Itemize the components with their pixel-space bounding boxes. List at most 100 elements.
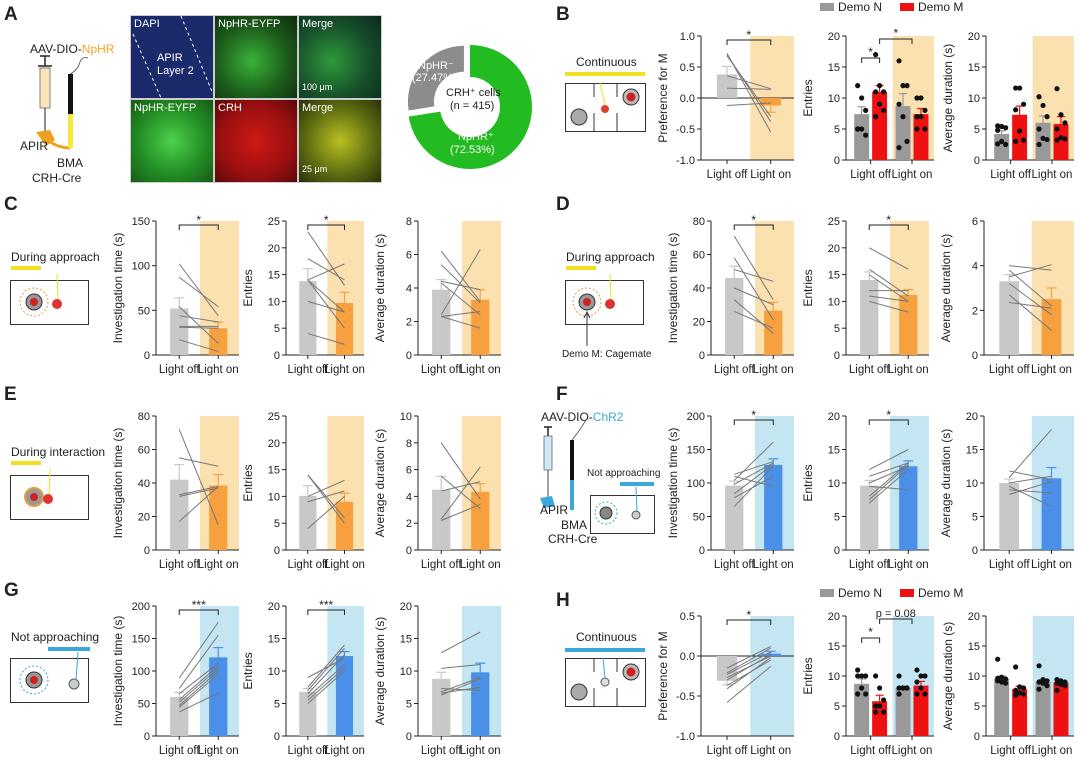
bar-demo-m bbox=[913, 114, 929, 160]
bar-light-off bbox=[299, 281, 317, 355]
data-point bbox=[896, 101, 902, 107]
y-tick-label: 20 bbox=[828, 31, 840, 43]
x-tick-label: Light on bbox=[750, 745, 791, 757]
individual-line bbox=[733, 299, 774, 334]
individual-line bbox=[179, 339, 219, 352]
data-point bbox=[1044, 678, 1050, 684]
data-point bbox=[1036, 663, 1042, 669]
x-tick-label: Light on bbox=[888, 364, 929, 376]
data-point bbox=[1040, 102, 1046, 109]
significance-bracket bbox=[733, 419, 774, 425]
chart-b-preference: Preference for M -1.0 -0.5 0.0 0.5 1.0 * Light … bbox=[656, 28, 794, 181]
individual-line bbox=[869, 462, 909, 477]
data-point bbox=[995, 141, 1001, 147]
individual-line bbox=[307, 667, 345, 701]
micrograph-label: Merge bbox=[302, 18, 334, 30]
y-tick-label: 0.0 bbox=[680, 93, 695, 105]
individual-line bbox=[726, 55, 772, 117]
data-point bbox=[863, 132, 869, 138]
individual-line bbox=[734, 310, 774, 329]
y-tick-label: 8 bbox=[406, 216, 412, 228]
y-tick-label: 5 bbox=[834, 701, 840, 713]
y-axis-label: Investigation time (s) bbox=[666, 428, 680, 539]
data-point bbox=[1058, 678, 1064, 684]
data-point bbox=[855, 126, 861, 132]
individual-line bbox=[440, 249, 481, 316]
y-tick-label: 150 bbox=[132, 216, 150, 228]
individual-line bbox=[1008, 283, 1052, 316]
y-tick-label: 20 bbox=[828, 411, 840, 423]
data-point bbox=[922, 673, 928, 679]
significance-marker: * bbox=[868, 45, 873, 59]
panel-label-f: F bbox=[556, 384, 568, 405]
significance-marker: * bbox=[886, 213, 891, 227]
legend-swatch-demo-m bbox=[900, 589, 914, 597]
y-tick-label: 2 bbox=[972, 305, 978, 317]
individual-line bbox=[307, 670, 345, 704]
x-tick-label: Light on bbox=[1031, 559, 1072, 571]
chart-c-investigation: Investigation time (s) 0 50 100 150 * Light of… bbox=[111, 213, 239, 376]
y-tick-label: 5 bbox=[834, 323, 840, 335]
y-tick-label: 0 bbox=[974, 155, 980, 167]
individual-line bbox=[178, 263, 219, 316]
y-axis-label: Entries bbox=[801, 269, 815, 306]
individual-line bbox=[726, 651, 771, 675]
y-tick-label: 0 bbox=[699, 350, 705, 362]
data-point bbox=[922, 126, 928, 132]
y-tick-label: -1.0 bbox=[676, 155, 695, 167]
data-point bbox=[855, 83, 861, 89]
y-tick-label: 0 bbox=[834, 545, 840, 557]
legend-label-demo-n: Demo N bbox=[838, 0, 883, 14]
data-point bbox=[859, 95, 865, 101]
x-tick-label: Light off bbox=[421, 364, 463, 376]
y-tick-label: 0 bbox=[972, 350, 978, 362]
bar-demo-m bbox=[1012, 114, 1028, 160]
x-tick-label: Light on bbox=[460, 559, 501, 571]
data-point bbox=[1017, 128, 1023, 134]
y-tick-label: 0 bbox=[972, 545, 978, 557]
individual-line bbox=[178, 665, 219, 700]
significance-bracket bbox=[868, 224, 909, 230]
chart-c-duration: Average duration (s) 0 2 4 6 8 Light offLight … bbox=[373, 216, 501, 376]
bar-light-off bbox=[725, 277, 744, 355]
donut-chart bbox=[407, 45, 532, 169]
y-tick-label: 15 bbox=[400, 634, 412, 646]
x-tick-label: Light on bbox=[324, 559, 365, 571]
bar-demo-n bbox=[854, 114, 870, 160]
y-tick-label: 0.5 bbox=[680, 62, 695, 74]
data-point bbox=[922, 691, 928, 697]
significance-bracket bbox=[879, 38, 913, 44]
y-tick-label: 5 bbox=[972, 512, 978, 524]
individual-line bbox=[307, 647, 345, 691]
data-point bbox=[877, 685, 883, 691]
schematic-d: During approach Demo M: Cagemate bbox=[560, 250, 670, 365]
y-axis-label: Average duration (s) bbox=[941, 622, 955, 731]
y-tick-label: 5 bbox=[834, 512, 840, 524]
x-tick-label: Light on bbox=[892, 169, 933, 181]
individual-line bbox=[178, 429, 219, 526]
bar-light-on bbox=[764, 464, 783, 550]
arena-icon bbox=[565, 274, 644, 346]
bar-light-on bbox=[471, 491, 490, 550]
individual-line bbox=[734, 461, 774, 475]
y-tick-label: 0 bbox=[144, 731, 150, 743]
individual-line bbox=[307, 490, 345, 503]
y-tick-label: 4 bbox=[406, 283, 412, 295]
x-tick-label: Light off bbox=[990, 745, 1032, 757]
donut-center-title: CRH⁺ cells bbox=[446, 87, 501, 99]
y-tick-label: -1.0 bbox=[676, 731, 695, 743]
individual-line bbox=[733, 463, 774, 495]
individual-line bbox=[307, 258, 345, 281]
data-point bbox=[914, 95, 920, 101]
three-chamber-arena-icon bbox=[565, 658, 646, 707]
significance-bracket bbox=[178, 224, 219, 230]
bar-light-off bbox=[170, 308, 189, 355]
bar-light-off bbox=[432, 289, 451, 355]
significance-bracket bbox=[726, 619, 772, 625]
micrograph-label: NpHR-EYFP bbox=[218, 18, 281, 30]
individual-line bbox=[307, 644, 345, 688]
y-tick-label: 10 bbox=[268, 491, 280, 503]
individual-line bbox=[733, 465, 774, 507]
individual-line bbox=[441, 688, 481, 691]
